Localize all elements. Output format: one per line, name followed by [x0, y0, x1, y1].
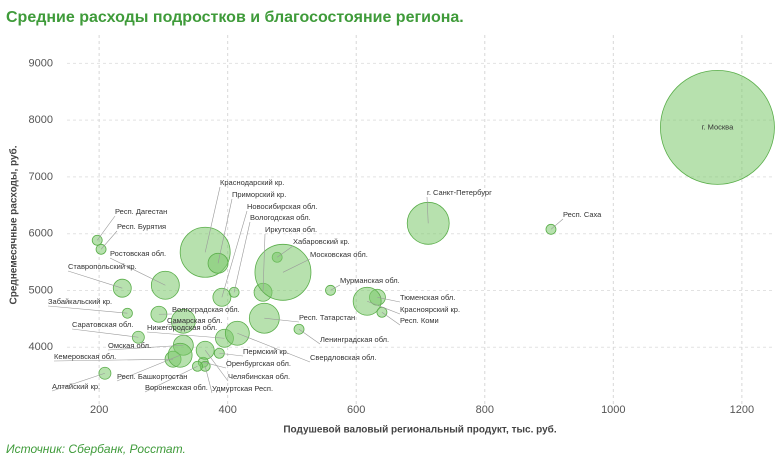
leader-line	[51, 372, 106, 392]
leader-line	[204, 186, 221, 253]
leader-line	[426, 196, 429, 224]
bubble-label: Ленинградская обл.	[320, 335, 389, 344]
x-tick-label: 400	[219, 404, 237, 416]
leader-line	[282, 258, 311, 273]
bubble	[660, 69, 775, 185]
leader-line	[367, 300, 401, 315]
x-tick-label: 1000	[601, 404, 625, 416]
y-axis-title: Среднемесячные расходы, руб.	[8, 145, 20, 304]
x-tick-label: 800	[476, 404, 494, 416]
y-tick-label: 6000	[29, 228, 53, 240]
bubble-label: Кемеровская обл.	[54, 352, 116, 361]
leader-line	[276, 245, 294, 258]
leader-line	[107, 344, 184, 351]
leader-line	[298, 328, 321, 345]
leader-line	[47, 305, 128, 314]
y-tick-label: 4000	[29, 341, 53, 353]
leader-line	[204, 350, 229, 382]
leader-line	[67, 270, 123, 289]
bubble-label: Респ. Башкортостан	[117, 372, 187, 381]
bubble-label: Оренбургская обл.	[226, 359, 291, 368]
y-tick-label: 9000	[29, 57, 53, 69]
bubble-label: Нижегородская обл.	[147, 323, 217, 332]
leader-line	[166, 320, 184, 326]
leader-line	[219, 352, 244, 357]
source-note: Источник: Сбербанк, Росстат.	[6, 442, 186, 456]
bubble-label: Ставропольский кр.	[68, 262, 137, 271]
leader-line	[237, 332, 311, 363]
bubble-label: Респ. Коми	[400, 316, 439, 325]
bubble-label: Респ. Татарстан	[299, 313, 355, 322]
y-tick-label: 8000	[29, 114, 53, 126]
bubble-label: Пермский кр.	[243, 347, 289, 356]
leader-line	[146, 331, 225, 339]
bubble-label: Челябинская обл.	[228, 372, 290, 381]
leader-line	[381, 312, 401, 326]
x-tick-label: 200	[90, 404, 108, 416]
leader-line	[203, 361, 227, 369]
bubble-label: Хабаровский кр.	[293, 237, 350, 246]
bubble-label: г. Санкт-Петербург	[427, 188, 492, 197]
leader-line	[71, 328, 139, 338]
bubble-label: Респ. Дагестан	[115, 207, 167, 216]
leader-line	[233, 221, 251, 293]
bubble-label: Респ. Саха	[563, 210, 602, 219]
bubble-label: г. Москва	[702, 122, 734, 131]
leader-line	[109, 257, 166, 286]
x-tick-label: 600	[347, 404, 365, 416]
leader-line	[100, 230, 118, 250]
x-tick-label: 1200	[730, 404, 754, 416]
bubble-label: Красноярский кр.	[400, 305, 460, 314]
leader-line	[377, 296, 401, 303]
leader-line	[204, 366, 213, 394]
bubble-label: Саратовская обл.	[72, 320, 133, 329]
leader-line	[116, 354, 181, 382]
bubble-label: Новосибирская обл.	[247, 202, 317, 211]
bubble-label: Тюменская обл.	[400, 293, 455, 302]
bubble-label: Иркутская обл.	[265, 225, 317, 234]
chart-title: Средние расходы подростков и благосостоя…	[6, 9, 464, 26]
bubble-label: Алтайский кр.	[52, 382, 100, 391]
bubble-label: Приморский кр.	[232, 190, 286, 199]
bubble-label: Московская обл.	[310, 250, 368, 259]
bubble-label: Удмуртская Респ.	[212, 384, 273, 393]
leader-line	[262, 233, 266, 293]
leader-line	[264, 317, 300, 323]
x-axis-title: Подушевой валовый региональный продукт, …	[283, 424, 556, 436]
leader-line	[330, 284, 341, 291]
bubble-label: Самарская обл.	[167, 316, 222, 325]
bubble-label: Волгоградская обл.	[172, 305, 240, 314]
y-tick-label: 5000	[29, 284, 53, 296]
y-tick-label: 7000	[29, 171, 53, 183]
bubble-label: Респ. Бурятия	[117, 222, 166, 231]
bubble-label: Воронежская обл.	[145, 383, 208, 392]
leader-line	[96, 215, 116, 241]
bubble-label: Омская обл.	[108, 341, 151, 350]
bubble-label: Краснодарский кр.	[220, 178, 284, 187]
bubble-label: Ростовская обл.	[110, 249, 166, 258]
leader-line	[221, 210, 248, 298]
leader-line	[217, 198, 233, 264]
bubble-label: Забайкальский кр.	[48, 297, 112, 306]
bubble-label: Свердловская обл.	[310, 353, 377, 362]
leader-line	[550, 218, 564, 230]
bubble-label: Мурманская обл.	[340, 276, 400, 285]
bubble-label: Вологодская обл.	[250, 213, 311, 222]
leader-line	[144, 365, 198, 393]
leader-line	[53, 358, 174, 362]
